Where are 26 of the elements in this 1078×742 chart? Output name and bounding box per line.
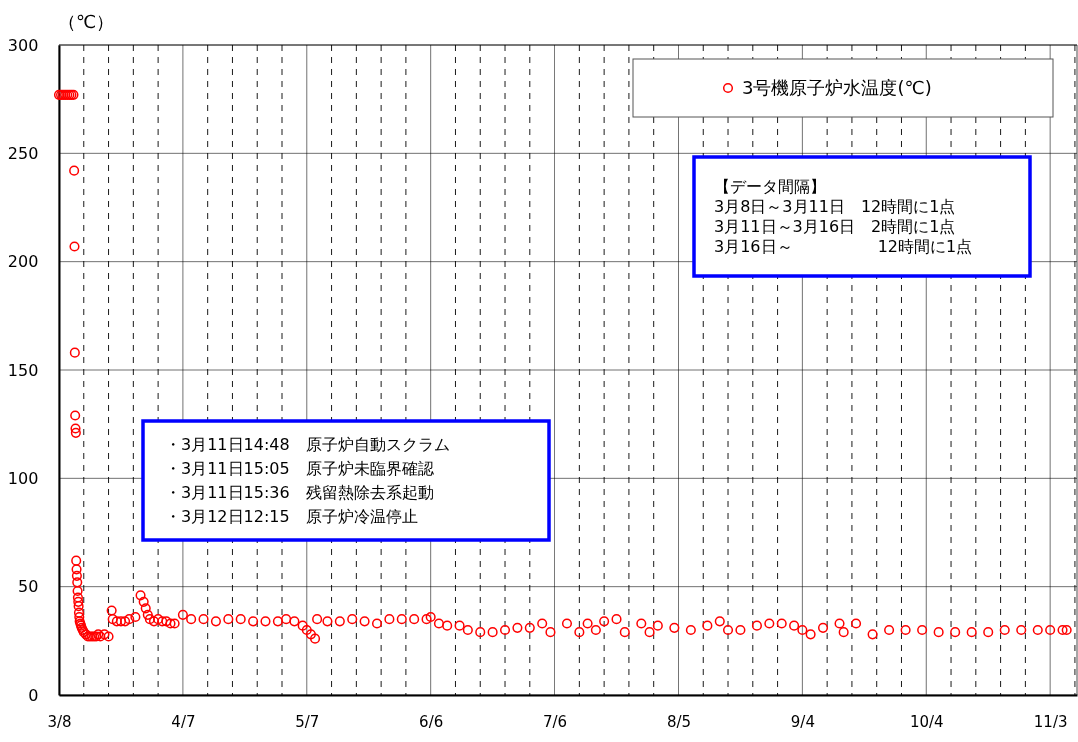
annotation: 【データ間隔】 — [714, 177, 826, 197]
x-tick-label: 8/5 — [666, 712, 692, 731]
y-tick-label: 50 — [18, 577, 39, 597]
legend-label: 3号機原子炉水温度(℃) — [742, 77, 932, 99]
x-tick-label: 6/6 — [419, 712, 444, 731]
x-tick-label: 5/7 — [295, 712, 320, 731]
x-tick-label: 9/4 — [790, 712, 815, 731]
annotation: ・3月11日14:48 原子炉自動スクラム — [165, 435, 450, 455]
x-tick-label: 7/6 — [543, 712, 568, 731]
x-tick-label: 3/8 — [47, 712, 72, 731]
annotation: 3月11日～3月16日 2時間に1点 — [714, 217, 956, 237]
y-tick-label: 250 — [7, 143, 39, 163]
annotation: ・3月11日15:05 原子炉未臨界確認 — [165, 459, 434, 479]
y-axis-title: （℃） — [57, 11, 115, 32]
annotation: 3月16日～ 12時間に1点 — [714, 237, 973, 257]
y-tick-label: 100 — [7, 468, 39, 488]
x-tick-label: 11/3 — [1033, 712, 1068, 731]
annotation: ・3月11日15:36 残留熱除去系起動 — [165, 483, 434, 503]
annotation: 3月8日～3月11日 12時間に1点 — [714, 197, 956, 217]
y-tick-label: 150 — [7, 360, 39, 380]
x-tick-label: 4/7 — [171, 712, 196, 731]
y-tick-label: 200 — [7, 252, 39, 272]
annotation: ・3月12日12:15 原子炉冷温停止 — [165, 507, 418, 527]
y-tick-label: 0 — [28, 685, 39, 705]
x-tick-label: 10/4 — [909, 712, 944, 731]
y-tick-label: 300 — [7, 35, 39, 55]
